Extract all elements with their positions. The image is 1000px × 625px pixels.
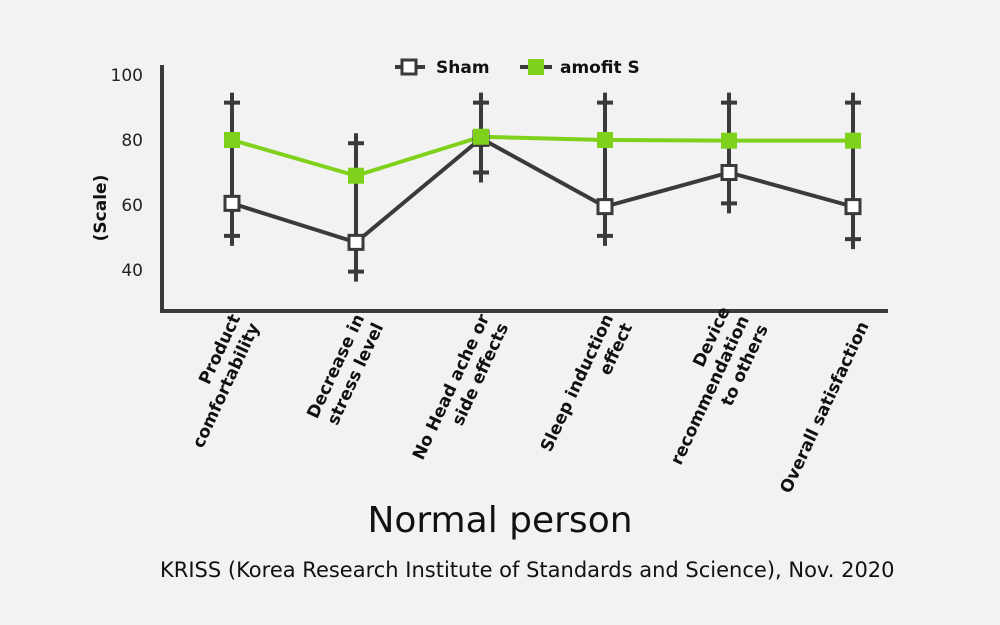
- sham-point: [596, 198, 614, 216]
- amofit-series-line: [231, 134, 853, 178]
- x-category-label-line: Overall satisfaction: [776, 319, 873, 497]
- x-category-label: Productcomfortability: [170, 311, 264, 451]
- amofit-point: [224, 132, 240, 148]
- legend-amofit-label: amofit S: [560, 58, 640, 78]
- amofit-point: [348, 167, 364, 184]
- chart-canvas: 40 60 80 100 Productcomfortability Decrease …: [91, 58, 888, 497]
- sham-point: [720, 164, 738, 181]
- amofit-point: [845, 132, 861, 149]
- sham-point: [223, 194, 241, 212]
- amofit-point: [721, 132, 737, 149]
- x-category-label-line: Sleep induction: [537, 311, 618, 455]
- x-category-label: No Head ache orside effects: [409, 311, 513, 472]
- sham-point: [347, 233, 365, 251]
- amofit-point: [597, 132, 613, 148]
- x-category-label: Overall satisfaction: [776, 319, 873, 497]
- sham-series-line: [231, 136, 854, 245]
- y-tick-label: 80: [121, 131, 143, 151]
- y-tick-label: 40: [121, 261, 143, 281]
- sham-point: [844, 198, 862, 216]
- amofit-point: [473, 128, 489, 145]
- x-category-label: Devicerecommendationto others: [648, 304, 773, 477]
- y-tick-label: 100: [111, 66, 143, 86]
- y-tick-label: 60: [121, 196, 143, 216]
- legend-sham-label: Sham: [436, 58, 490, 78]
- x-category-label: Decrease instress level: [303, 311, 388, 430]
- y-axis-label: (Scale): [91, 175, 111, 242]
- chart-title: Normal person: [367, 500, 633, 541]
- legend-sham-marker: [400, 58, 418, 76]
- legend-amofit-marker: [528, 59, 544, 75]
- x-category-label: Sleep inductioneffect: [537, 311, 637, 464]
- source-caption: KRISS (Korea Research Institute of Stand…: [160, 558, 895, 582]
